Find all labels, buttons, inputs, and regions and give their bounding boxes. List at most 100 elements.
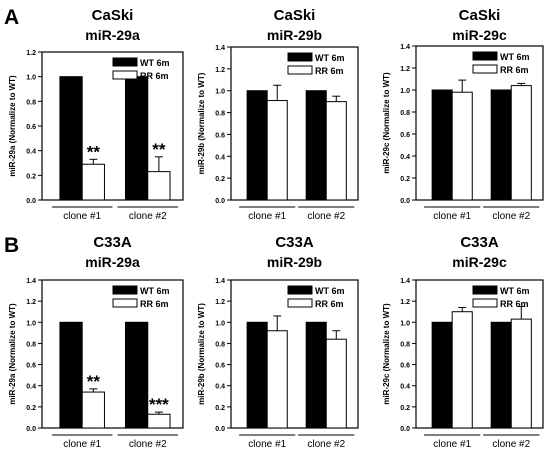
- legend-label-rr: RR 6m: [500, 65, 529, 75]
- legend-swatch-rr: [472, 64, 498, 74]
- y-tick-label: 0.0: [400, 426, 410, 433]
- y-tick-label: 0.0: [26, 426, 36, 433]
- legend-swatch-wt: [287, 52, 313, 62]
- y-axis-label: miR-29c (Normalize to WT): [382, 72, 391, 174]
- bar-rr: [325, 338, 347, 429]
- legend-label-rr: RR 6m: [315, 299, 344, 309]
- plot-frame: [415, 45, 544, 201]
- bar-rr: [510, 85, 532, 201]
- y-tick-label: 1.4: [26, 278, 36, 285]
- chart-title-cell-line: CaSki: [274, 7, 316, 24]
- y-tick-label: 1.0: [400, 88, 410, 95]
- y-tick-label: 1.4: [215, 45, 225, 52]
- y-tick-label: 1.0: [215, 89, 225, 96]
- y-tick-label: 0.8: [26, 341, 36, 348]
- chart-title-cell-line: C33A: [93, 234, 132, 251]
- bar-wt: [431, 321, 453, 429]
- chart-title-mirna: miR-29b: [267, 27, 322, 43]
- chart-title-mirna: miR-29a: [85, 254, 140, 270]
- legend-swatch-wt: [472, 51, 498, 61]
- y-axis-label: miR-29b (Normalize to WT): [197, 72, 206, 174]
- y-tick-label: 0.6: [400, 132, 410, 139]
- legend-swatch-rr: [287, 65, 313, 75]
- y-tick-label: 0.0: [215, 426, 225, 433]
- y-tick-label: 0.4: [215, 384, 225, 391]
- chart-caski-mir-29a: CaSki miR-29a miR-29a (Normalize to WT) 0.0…: [8, 7, 184, 222]
- y-tick-label: 0.4: [26, 149, 36, 156]
- bar-wt: [490, 89, 512, 201]
- bar-wt: [59, 76, 83, 201]
- y-tick-label: 0.2: [215, 176, 225, 183]
- y-tick-label: 0.4: [26, 384, 36, 391]
- y-tick-label: 0.4: [215, 154, 225, 161]
- y-tick-label: 0.2: [400, 405, 410, 412]
- chart-title-mirna: miR-29a: [85, 27, 140, 43]
- x-category-label: clone #1: [248, 439, 286, 450]
- x-category-label: clone #1: [63, 439, 101, 450]
- bar-wt: [431, 89, 453, 201]
- y-tick-label: 0.2: [26, 173, 36, 180]
- chart-title-cell-line: CaSki: [92, 7, 134, 24]
- legend-label-wt: WT 6m: [315, 286, 345, 296]
- x-category-label: clone #2: [129, 439, 167, 450]
- chart-c33a-mir-29b: C33A miR-29b miR-29b (Normalize to WT) 0.0 0…: [197, 234, 359, 450]
- x-category-label: clone #2: [129, 211, 167, 222]
- bar-wt: [246, 90, 268, 201]
- x-category-label: clone #2: [492, 439, 530, 450]
- x-category-label: clone #1: [433, 211, 471, 222]
- bar-wt: [124, 76, 149, 201]
- panel-label-a: A: [4, 6, 19, 29]
- y-tick-label: 0.2: [400, 176, 410, 183]
- bar-wt: [59, 321, 83, 429]
- y-tick-label: 1.4: [215, 278, 225, 285]
- y-axis-label: miR-29c (Normalize to WT): [382, 303, 391, 405]
- bar-rr: [325, 101, 347, 201]
- y-tick-label: 0.6: [400, 363, 410, 370]
- y-tick-label: 0.4: [400, 154, 410, 161]
- legend-label-wt: WT 6m: [500, 286, 530, 296]
- y-tick-label: 0.8: [215, 341, 225, 348]
- y-tick-label: 1.2: [215, 299, 225, 306]
- y-tick-label: 1.0: [400, 320, 410, 327]
- chart-title-cell-line: C33A: [460, 234, 499, 251]
- legend-swatch-wt: [287, 285, 313, 295]
- y-tick-label: 1.2: [400, 299, 410, 306]
- y-tick-label: 0.6: [215, 363, 225, 370]
- legend-label-rr: RR 6m: [315, 66, 344, 76]
- legend-swatch-wt: [112, 285, 138, 295]
- significance-label: **: [87, 142, 101, 161]
- y-tick-label: 0.6: [26, 363, 36, 370]
- y-tick-label: 0.8: [26, 99, 36, 106]
- significance-label: **: [87, 372, 101, 391]
- x-category-label: clone #1: [248, 211, 286, 222]
- x-category-label: clone #2: [492, 211, 530, 222]
- y-tick-label: 1.2: [215, 67, 225, 74]
- legend-swatch-rr: [112, 70, 138, 80]
- y-axis-label: miR-29a (Normalize to WT): [8, 75, 17, 177]
- y-tick-label: 1.2: [26, 299, 36, 306]
- y-tick-label: 0.8: [400, 341, 410, 348]
- y-tick-label: 0.2: [215, 405, 225, 412]
- y-tick-label: 0.0: [26, 198, 36, 205]
- chart-title-mirna: miR-29c: [452, 254, 507, 270]
- chart-c33a-mir-29c: C33A miR-29c miR-29c (Normalize to WT) 0.0 0…: [382, 234, 544, 450]
- bar-rr: [451, 311, 473, 429]
- legend-label-rr: RR 6m: [140, 71, 169, 81]
- chart-caski-mir-29c: CaSki miR-29c miR-29c (Normalize to WT) 0.0…: [382, 7, 544, 222]
- chart-c33a-mir-29a: C33A miR-29a miR-29a (Normalize to WT) 0.0 0…: [8, 234, 184, 450]
- bar-rr: [266, 100, 288, 201]
- charts-group: CaSki miR-29a miR-29a (Normalize to WT) 0.0…: [8, 7, 544, 450]
- legend-swatch-wt: [112, 57, 138, 67]
- panel-label-b: B: [4, 234, 19, 257]
- y-tick-label: 0.4: [400, 384, 410, 391]
- x-category-label: clone #2: [307, 439, 345, 450]
- bar-wt: [124, 321, 149, 429]
- legend-swatch-wt: [472, 285, 498, 295]
- y-tick-label: 1.2: [400, 66, 410, 73]
- y-tick-label: 0.2: [26, 405, 36, 412]
- legend-swatch-rr: [472, 298, 498, 308]
- x-category-label: clone #1: [63, 211, 101, 222]
- y-tick-label: 0.0: [400, 198, 410, 205]
- plot-frame: [230, 279, 359, 429]
